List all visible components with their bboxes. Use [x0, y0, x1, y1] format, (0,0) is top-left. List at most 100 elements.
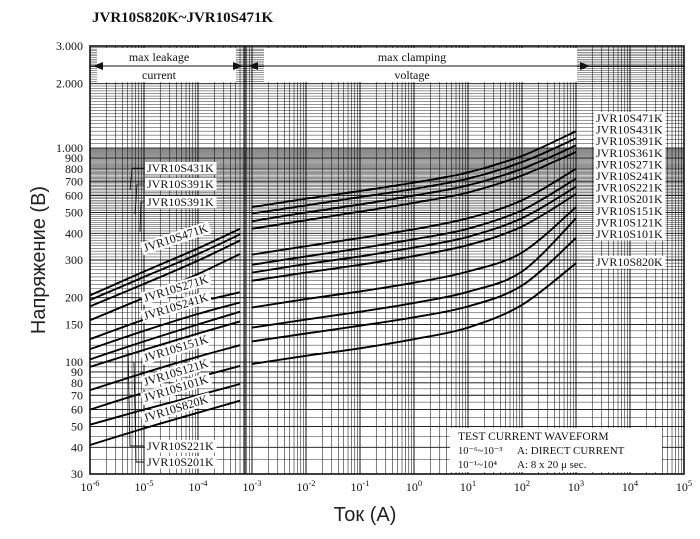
annotation-bg	[450, 428, 662, 472]
right-series-label-2-bg	[594, 123, 666, 137]
left-top-leader-1	[129, 167, 144, 191]
y-tick-label: 700	[65, 174, 83, 188]
right-series-label-10: JVR10S121K	[596, 215, 663, 229]
left-bottom-label-1-bg	[145, 440, 217, 453]
left-top-leader-3	[139, 201, 144, 233]
x-tick-label: 102	[514, 478, 530, 494]
y-tick-label: 200	[65, 291, 83, 305]
right-series-label-3-bg	[594, 135, 666, 148]
right-series-label-8: JVR10S201K	[596, 192, 663, 206]
right-series-label-9-bg	[594, 204, 666, 218]
annotation-text-2: A: 8 x 20 μ sec.	[517, 459, 587, 471]
right-series-label-5: JVR10S271K	[596, 157, 663, 171]
right-series-label-4-bg	[594, 146, 666, 160]
test-waveform-note: TEST CURRENT WAVEFORM 10⁻⁶~10⁻³ A: DIREC…	[450, 428, 662, 472]
right-series-label-7: JVR10S221K	[596, 181, 663, 195]
left-top-label-3: JVR10S391K	[147, 195, 214, 209]
leakage-arrow-left-icon	[93, 62, 103, 70]
right-series-label-8-bg	[594, 193, 666, 206]
clamping-curve-jvr10s431k	[251, 137, 577, 215]
x-tick-label: 10-1	[350, 478, 369, 494]
y-tick-label: 2.000	[56, 77, 83, 91]
right-series-label-7-bg	[594, 181, 666, 195]
annotation-title: TEST CURRENT WAVEFORM	[458, 431, 609, 443]
leakage-curve-jvr10s471k	[89, 227, 241, 297]
right-series-label-11: JVR10S101K	[596, 227, 663, 241]
x-tick-label: 10-4	[188, 478, 208, 494]
leakage-curve-jvr10s391k	[89, 239, 241, 308]
label-blocks: JVR10S471KJVR10S431KJVR10S391KJVR10S361K…	[127, 111, 666, 469]
right-series-label-2: JVR10S431K	[596, 123, 663, 137]
left-top-leader-2	[134, 183, 144, 215]
y-tick-label: 3.000	[56, 39, 83, 53]
right-series-label-12: JVR10S820K	[596, 255, 663, 269]
left-curve-label-3-bg	[140, 290, 213, 323]
leakage-label-1: max leakage	[129, 50, 189, 64]
y-tick-label: 70	[71, 388, 83, 402]
y-tick-label: 80	[71, 376, 83, 390]
leakage-arrow-right-icon	[233, 62, 243, 70]
clamping-label-2: voltage	[394, 68, 429, 82]
right-series-label-5-bg	[594, 158, 666, 171]
right-series-label-12-bg	[594, 256, 666, 269]
y-tick-label: 90	[71, 365, 83, 379]
clamping-curve-jvr10s201k	[251, 193, 577, 282]
left-bottom-label-2: JVR10S201K	[147, 455, 214, 469]
annotation-text-1: A: DIRECT CURRENT	[517, 445, 625, 457]
right-series-label-11-bg	[594, 228, 666, 241]
right-series-label-6-bg	[594, 170, 666, 183]
leakage-curve-jvr10s221k	[89, 310, 241, 361]
left-curve-label-6-bg	[140, 372, 213, 405]
left-top-label-2-bg	[145, 178, 217, 191]
annotation-range-1: 10⁻⁶~10⁻³	[458, 446, 503, 457]
clamping-label-1: max clamping	[378, 50, 446, 64]
right-series-label-3: JVR10S391K	[596, 134, 663, 148]
left-bottom-label-2-bg	[145, 456, 217, 469]
y-tick-label: 300	[65, 253, 83, 267]
left-curve-label-4-bg	[140, 332, 213, 365]
x-tick-label: 10-2	[296, 478, 315, 494]
clamping-curve-jvr10s471k	[251, 130, 577, 209]
clamping-curve-jvr10s820k	[251, 262, 577, 365]
right-series-label-4: JVR10S361K	[596, 146, 663, 160]
left-top-label-2: JVR10S391K	[147, 177, 214, 191]
clamping-curve-jvr10s221k	[251, 185, 577, 274]
x-tick-label: 10-6	[80, 478, 99, 494]
clamping-curve-jvr10s101k	[251, 237, 577, 343]
y-tick-label: 1.000	[56, 141, 83, 155]
y-tick-label: 150	[65, 317, 83, 331]
leakage-label-2: current	[142, 68, 177, 82]
y-tick-label: 30	[71, 467, 83, 481]
left-bottom-leader-1	[127, 349, 144, 447]
right-series-label-6: JVR10S241K	[596, 169, 663, 183]
x-tick-label: 103	[568, 478, 584, 494]
clamping-curve-jvr10s271k	[251, 167, 577, 256]
left-curve-label-5-bg	[140, 356, 213, 389]
leakage-curve-jvr10s820k	[89, 399, 241, 446]
clamping-header-bg	[264, 48, 577, 82]
clamping-curve-jvr10s361k	[251, 151, 577, 230]
clamping-curve-jvr10s121k	[251, 217, 577, 329]
x-axis-label: Ток (А)	[334, 504, 397, 526]
left-bottom-leader-2	[133, 361, 144, 463]
clamping-curve-jvr10s391k	[251, 144, 577, 223]
left-curve-label-2-bg	[140, 272, 213, 305]
left-curve-label-7-bg	[140, 392, 213, 425]
clamping-arrow-left-icon	[248, 62, 258, 70]
y-tick-label: 600	[65, 189, 83, 203]
x-tick-label: 100	[406, 478, 422, 494]
x-tick-label: 10-3	[242, 478, 261, 494]
y-tick-label: 100	[65, 355, 83, 369]
y-tick-label: 400	[65, 226, 83, 240]
y-tick-label: 50	[71, 420, 83, 434]
y-axis-label: Напряжение (В)	[28, 186, 50, 334]
y-tick-label: 800	[65, 162, 83, 176]
leakage-curve-jvr10s431k	[89, 233, 241, 301]
x-tick-label: 10-5	[134, 478, 153, 494]
y-tick-label: 60	[71, 403, 83, 417]
leakage-curve-jvr10s241k	[89, 301, 241, 351]
y-tick-label: 40	[71, 440, 83, 454]
annotation-range-2: 10⁻¹~10⁴	[458, 460, 497, 471]
